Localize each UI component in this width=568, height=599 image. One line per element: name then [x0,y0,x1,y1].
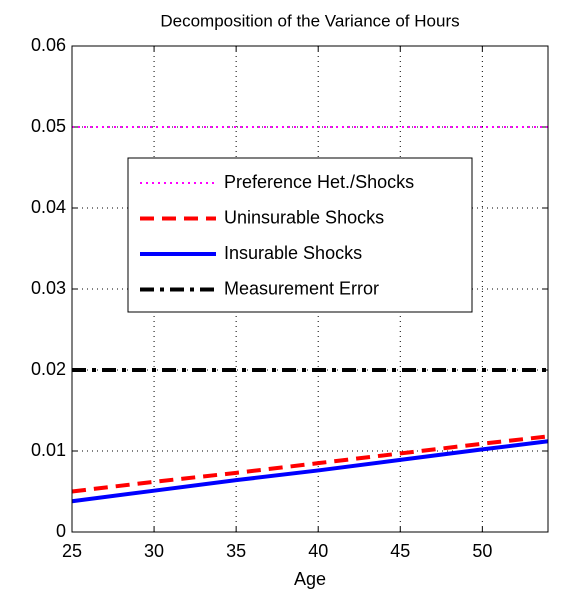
plot-frame [71,45,549,533]
legend-label: Insurable Shocks [224,243,362,263]
y-tick-label: 0.06 [31,35,66,55]
y-tick-label: 0.05 [31,116,66,136]
legend-box [127,157,473,313]
series-line [71,439,549,504]
y-tick-label: 0.03 [31,278,66,298]
y-tick-label: 0.02 [31,359,66,379]
x-tick-label: 50 [472,541,492,561]
y-tick-label: 0.04 [31,197,66,217]
x-tick-label: 35 [226,541,246,561]
x-axis-label: Age [294,569,326,589]
y-tick-label: 0 [56,521,66,541]
chart-title: Decomposition of the Variance of Hours [160,11,459,30]
legend-label: Measurement Error [224,278,379,298]
x-tick-label: 25 [62,541,82,561]
legend-label: Uninsurable Shocks [224,207,384,227]
x-tick-label: 40 [308,541,328,561]
y-tick-label: 0.01 [31,440,66,460]
x-tick-label: 45 [390,541,410,561]
series-line [71,434,549,494]
legend-label: Preference Het./Shocks [224,172,414,192]
x-tick-label: 30 [144,541,164,561]
